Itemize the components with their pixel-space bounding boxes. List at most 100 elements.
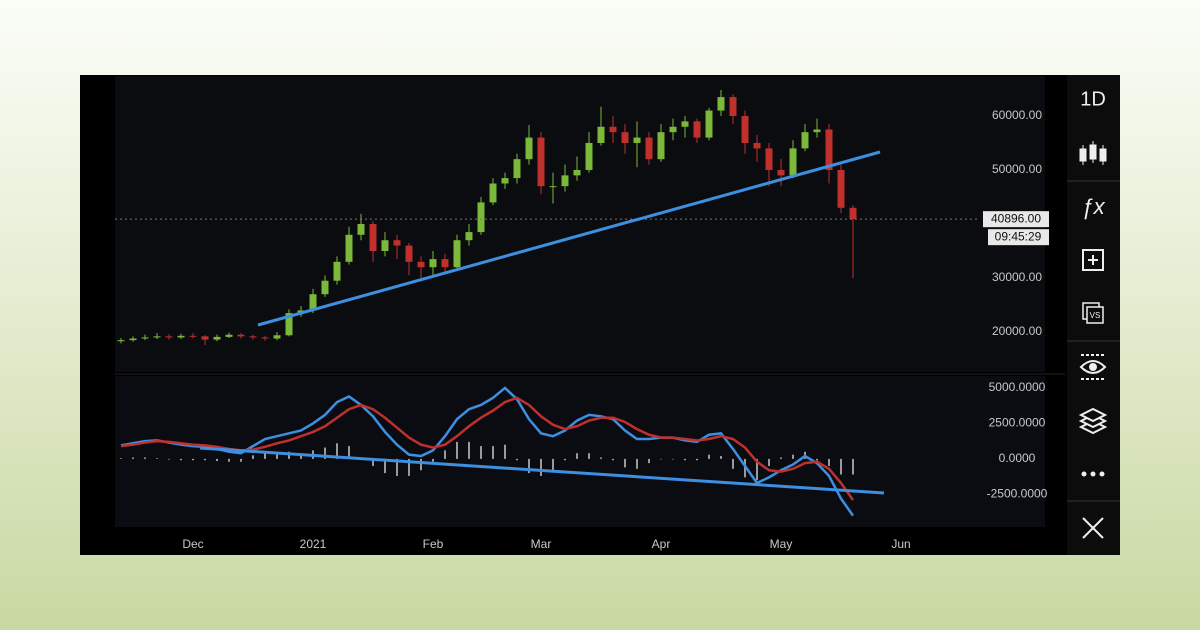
histogram-bar bbox=[756, 458, 758, 481]
histogram-bar bbox=[720, 456, 722, 459]
histogram-bar bbox=[216, 458, 218, 462]
candle-body bbox=[285, 313, 293, 336]
close-button[interactable] bbox=[1082, 517, 1104, 539]
histogram-bar bbox=[672, 458, 674, 460]
candle-body bbox=[237, 334, 245, 337]
histogram-bar bbox=[540, 458, 542, 476]
indicators-button[interactable]: ƒx bbox=[1081, 194, 1105, 219]
histogram-bar bbox=[144, 457, 146, 459]
histogram-bar bbox=[372, 458, 374, 466]
histogram-bar bbox=[468, 441, 470, 459]
candle-body bbox=[633, 137, 641, 143]
candle-body bbox=[573, 169, 581, 176]
y-tick-label: 2500.0000 bbox=[989, 416, 1046, 430]
chart: 60000.00 50000.00 30000.00 20000.00 Dec 2021 F… bbox=[115, 75, 1120, 555]
current-price-box bbox=[983, 211, 1049, 228]
candle-body bbox=[849, 207, 857, 220]
current-price-label: 40896.00 bbox=[991, 211, 1041, 225]
candle-body bbox=[405, 245, 413, 262]
histogram-bar bbox=[324, 447, 326, 459]
y-tick-label: 20000.00 bbox=[992, 324, 1042, 338]
histogram-bar bbox=[600, 457, 602, 459]
candle-body bbox=[333, 261, 341, 281]
histogram-bar bbox=[816, 458, 818, 461]
toolbar-dividers bbox=[1067, 180, 1120, 502]
histogram-bar bbox=[696, 458, 698, 461]
candle-body bbox=[513, 159, 521, 179]
histogram-bar bbox=[528, 458, 530, 474]
candle-body bbox=[465, 232, 473, 241]
more-button[interactable] bbox=[1081, 471, 1105, 477]
svg-text:VS: VS bbox=[1090, 311, 1101, 320]
candle-body bbox=[153, 336, 161, 338]
candle-body bbox=[165, 336, 173, 338]
candle-body bbox=[621, 132, 629, 143]
histogram-bar bbox=[120, 458, 122, 459]
histogram-bar bbox=[348, 446, 350, 459]
histogram-bar bbox=[480, 446, 482, 459]
candle-body bbox=[753, 142, 761, 149]
candle-body bbox=[345, 234, 353, 262]
x-tick-label: Feb bbox=[423, 537, 444, 551]
histogram-bar bbox=[492, 446, 494, 459]
candle-body bbox=[597, 126, 605, 143]
histogram-bar bbox=[444, 450, 446, 459]
y-tick-label: 60000.00 bbox=[992, 108, 1042, 122]
candle-body bbox=[813, 129, 821, 133]
candle-body bbox=[537, 137, 545, 187]
interval-button[interactable]: 1D bbox=[1080, 88, 1106, 110]
histogram-bar bbox=[156, 458, 158, 459]
template-button[interactable] bbox=[1082, 249, 1104, 271]
candle-body bbox=[585, 142, 593, 170]
candle-body bbox=[321, 280, 329, 295]
trendline[interactable] bbox=[199, 446, 885, 495]
histogram-bar bbox=[768, 458, 770, 466]
histogram-bar bbox=[420, 458, 422, 471]
candle-body bbox=[489, 183, 497, 203]
x-tick-label: 2021 bbox=[300, 537, 327, 551]
histogram-bar bbox=[384, 458, 386, 474]
countdown-box bbox=[988, 229, 1049, 246]
histogram-bar bbox=[564, 458, 566, 461]
candle-body bbox=[741, 115, 749, 143]
candle-body bbox=[177, 335, 185, 338]
candle-body bbox=[393, 240, 401, 246]
x-tick-label: May bbox=[770, 537, 793, 551]
histogram-bar bbox=[576, 453, 578, 459]
candle-body bbox=[561, 175, 569, 187]
histogram-bar bbox=[624, 458, 626, 468]
candle-body bbox=[477, 202, 485, 233]
y-tick-label: 30000.00 bbox=[992, 270, 1042, 284]
histogram-bar bbox=[204, 458, 206, 461]
histogram-bar bbox=[792, 454, 794, 459]
visibility-button[interactable] bbox=[1079, 354, 1107, 380]
layers-button[interactable] bbox=[1078, 407, 1108, 435]
x-tick-label: Mar bbox=[531, 537, 552, 551]
histogram-bar bbox=[840, 458, 842, 475]
candles-button[interactable] bbox=[1079, 141, 1107, 165]
candle-body bbox=[417, 261, 425, 268]
histogram-bar bbox=[504, 444, 506, 459]
candle-body bbox=[141, 337, 149, 339]
histogram-bar bbox=[228, 458, 230, 462]
x-tick-label: Apr bbox=[652, 537, 671, 551]
histogram-bar bbox=[684, 458, 686, 461]
candle-body bbox=[261, 337, 269, 339]
candle-body bbox=[705, 110, 713, 138]
candle-body bbox=[249, 336, 257, 338]
histogram-bar bbox=[408, 458, 410, 476]
histogram-bar bbox=[168, 458, 170, 460]
compare-button[interactable]: VS bbox=[1082, 302, 1104, 324]
candle-body bbox=[357, 224, 365, 235]
candle-body bbox=[381, 240, 389, 252]
candle-body bbox=[441, 259, 449, 268]
histogram-bar bbox=[276, 451, 278, 459]
histogram-bar bbox=[132, 457, 134, 459]
histogram-bar bbox=[252, 455, 254, 459]
y-tick-label: 5000.0000 bbox=[989, 380, 1046, 394]
histogram-bar bbox=[708, 454, 710, 459]
trendline[interactable] bbox=[257, 150, 881, 327]
histogram-bar bbox=[648, 458, 650, 464]
histogram-bar bbox=[732, 458, 734, 469]
